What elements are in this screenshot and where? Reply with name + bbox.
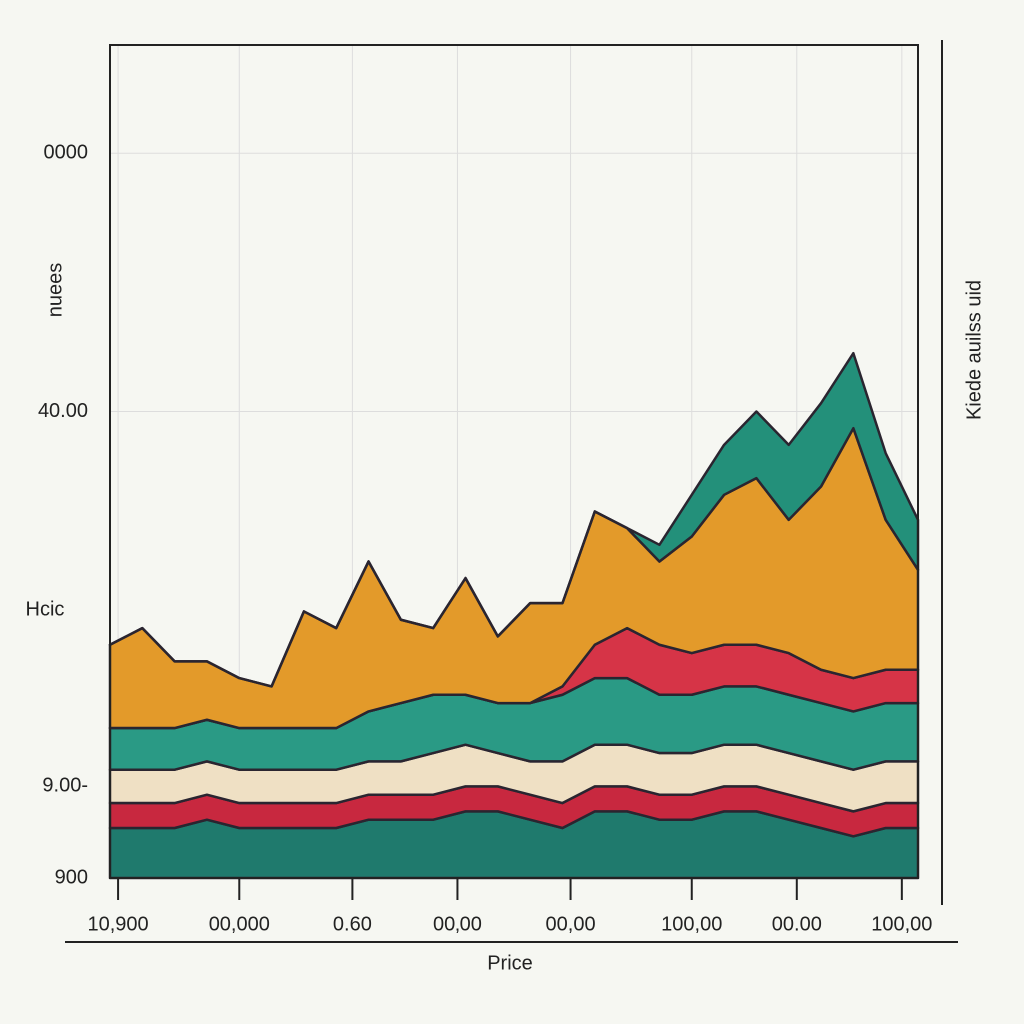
y-tick-label: 9.00- (42, 775, 88, 797)
x-tick-label: 10,900 (87, 913, 148, 935)
x-tick-label: 00.00 (772, 913, 822, 935)
x-tick-label: 00,000 (209, 913, 270, 935)
y-axis-label: nuees (44, 263, 66, 318)
y-tick-label: 0000 (44, 142, 89, 164)
y-axis-label-2: Hcic (26, 598, 65, 620)
x-axis-label: Price (487, 952, 533, 974)
x-tick-label: 100,00 (871, 913, 932, 935)
y-tick-label: 40.00 (38, 400, 88, 422)
y2-axis-label: Kiede auilss uid (963, 280, 985, 420)
plot-frame (109, 44, 919, 879)
y-tick-label: 900 (55, 866, 88, 888)
x-tick-label: 0.60 (333, 913, 372, 935)
x-tick-label: 00,00 (546, 913, 596, 935)
x-tick-label: 00‚00 (433, 913, 482, 935)
x-tick-label: 100,00 (661, 913, 722, 935)
